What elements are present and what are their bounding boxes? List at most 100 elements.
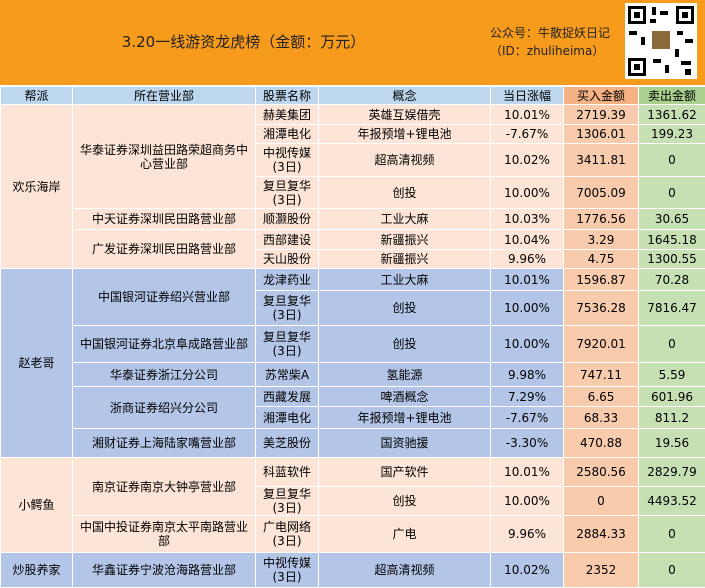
stock-cell: 科蓝软件 bbox=[256, 458, 319, 487]
column-header: 买入金额 bbox=[564, 87, 639, 105]
concept-cell: 英雄互娱借壳 bbox=[319, 105, 491, 125]
buy-cell: 4.75 bbox=[564, 250, 639, 269]
dept-cell: 南京证券南京大钟亭营业部 bbox=[73, 458, 256, 516]
sell-cell: 0 bbox=[639, 553, 705, 588]
concept-cell: 创投 bbox=[319, 177, 491, 209]
buy-cell: 3.29 bbox=[564, 230, 639, 250]
buy-cell: 6.65 bbox=[564, 387, 639, 407]
stock-cell: 中视传媒 (3日) bbox=[256, 553, 319, 588]
sell-cell: 811.2 bbox=[639, 407, 705, 429]
concept-cell: 国产软件 bbox=[319, 458, 491, 487]
change-cell: 10.01% bbox=[491, 458, 564, 487]
stock-cell: 西部建设 bbox=[256, 230, 319, 250]
account-name: 公众号：牛散捉妖日记 bbox=[490, 24, 620, 42]
buy-cell: 2719.39 bbox=[564, 105, 639, 125]
sell-cell: 0 bbox=[639, 177, 705, 209]
change-cell: 9.98% bbox=[491, 363, 564, 387]
ranking-table: 帮派所在营业部股票名称概念当日涨幅买入金额卖出金额 欢乐海岸华泰证券深圳益田路荣… bbox=[0, 86, 705, 588]
column-header: 当日涨幅 bbox=[491, 87, 564, 105]
buy-cell: 1776.56 bbox=[564, 209, 639, 230]
dept-cell: 华鑫证券宁波沧海路营业部 bbox=[73, 553, 256, 588]
change-cell: 9.96% bbox=[491, 250, 564, 269]
sell-cell: 0 bbox=[639, 516, 705, 553]
concept-cell: 氢能源 bbox=[319, 363, 491, 387]
buy-cell: 7536.28 bbox=[564, 291, 639, 326]
account: 公众号：牛散捉妖日记（ID：zhuliheima） bbox=[490, 24, 620, 60]
buy-cell: 1306.01 bbox=[564, 125, 639, 144]
sell-cell: 0 bbox=[639, 326, 705, 363]
sell-cell: 1361.62 bbox=[639, 105, 705, 125]
stock-cell: 湘潭电化 bbox=[256, 125, 319, 144]
concept-cell: 新疆振兴 bbox=[319, 250, 491, 269]
stock-cell: 中视传媒 (3日) bbox=[256, 144, 319, 177]
change-cell: 10.00% bbox=[491, 291, 564, 326]
title: 3.20一线游资龙虎榜（金额：万元） bbox=[0, 0, 487, 85]
stock-cell: 复旦复华 (3日) bbox=[256, 177, 319, 209]
concept-cell: 创投 bbox=[319, 487, 491, 516]
change-cell: 10.00% bbox=[491, 177, 564, 209]
sell-cell: 1300.55 bbox=[639, 250, 705, 269]
change-cell: -3.30% bbox=[491, 429, 564, 458]
dept-cell: 中国银河证券北京阜成路营业部 bbox=[73, 326, 256, 363]
change-cell: 9.96% bbox=[491, 516, 564, 553]
concept-cell: 国资驰援 bbox=[319, 429, 491, 458]
change-cell: 10.01% bbox=[491, 269, 564, 291]
group-cell: 小鳄鱼 bbox=[1, 458, 73, 553]
sell-cell: 4493.52 bbox=[639, 487, 705, 516]
buy-cell: 1596.87 bbox=[564, 269, 639, 291]
stock-cell: 赫美集团 bbox=[256, 105, 319, 125]
change-cell: -7.67% bbox=[491, 125, 564, 144]
concept-cell: 年报预增+锂电池 bbox=[319, 407, 491, 429]
group-cell: 炒股养家 bbox=[1, 553, 73, 588]
buy-cell: 2352 bbox=[564, 553, 639, 588]
group-cell: 欢乐海岸 bbox=[1, 105, 73, 269]
change-cell: 10.02% bbox=[491, 553, 564, 588]
buy-cell: 68.33 bbox=[564, 407, 639, 429]
concept-cell: 超高清视频 bbox=[319, 144, 491, 177]
change-cell: 10.01% bbox=[491, 105, 564, 125]
stock-cell: 复旦复华 (3日) bbox=[256, 291, 319, 326]
sell-cell: 70.28 bbox=[639, 269, 705, 291]
concept-cell: 创投 bbox=[319, 326, 491, 363]
stock-cell: 湘潭电化 bbox=[256, 407, 319, 429]
concept-cell: 广电 bbox=[319, 516, 491, 553]
concept-cell: 啤酒概念 bbox=[319, 387, 491, 407]
concept-cell: 年报预增+锂电池 bbox=[319, 125, 491, 144]
column-header: 所在营业部 bbox=[73, 87, 256, 105]
dept-cell: 中国中投证券南京太平南路营业部 bbox=[73, 516, 256, 553]
change-cell: 10.03% bbox=[491, 209, 564, 230]
buy-cell: 0 bbox=[564, 487, 639, 516]
concept-cell: 超高清视频 bbox=[319, 553, 491, 588]
column-header: 帮派 bbox=[1, 87, 73, 105]
stock-cell: 天山股份 bbox=[256, 250, 319, 269]
buy-cell: 2884.33 bbox=[564, 516, 639, 553]
column-header: 卖出金额 bbox=[639, 87, 705, 105]
sell-cell: 601.96 bbox=[639, 387, 705, 407]
concept-cell: 工业大麻 bbox=[319, 209, 491, 230]
buy-cell: 2580.56 bbox=[564, 458, 639, 487]
dept-cell: 华泰证券浙江分公司 bbox=[73, 363, 256, 387]
stock-cell: 龙津药业 bbox=[256, 269, 319, 291]
change-cell: 10.00% bbox=[491, 326, 564, 363]
buy-cell: 470.88 bbox=[564, 429, 639, 458]
change-cell: 10.00% bbox=[491, 487, 564, 516]
buy-cell: 7920.01 bbox=[564, 326, 639, 363]
sell-cell: 0 bbox=[639, 144, 705, 177]
account-id: （ID：zhuliheima） bbox=[490, 42, 620, 60]
group-cell: 赵老哥 bbox=[1, 269, 73, 458]
stock-cell: 广电网络 (3日) bbox=[256, 516, 319, 553]
dept-cell: 湘财证券上海陆家嘴营业部 bbox=[73, 429, 256, 458]
change-cell: 10.02% bbox=[491, 144, 564, 177]
sell-cell: 199.23 bbox=[639, 125, 705, 144]
dept-cell: 华泰证券深圳益田路荣超商务中心营业部 bbox=[73, 105, 256, 209]
column-header: 概念 bbox=[319, 87, 491, 105]
